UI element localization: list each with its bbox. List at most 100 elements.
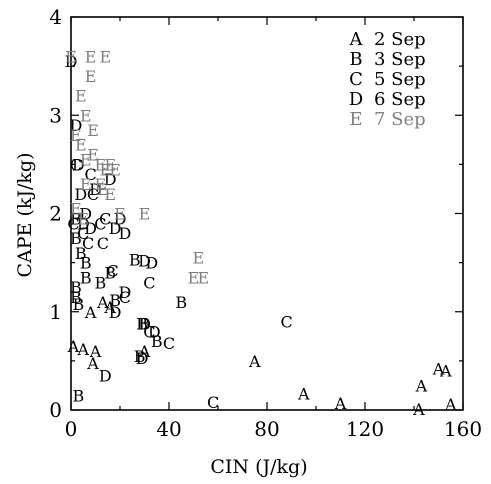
point-B: B bbox=[104, 263, 116, 282]
axis-tick-labels: 0 40 80 120 160 0 1 2 3 4 bbox=[49, 5, 482, 441]
point-B: B bbox=[134, 347, 146, 366]
point-E: E bbox=[97, 180, 109, 199]
point-D: D bbox=[79, 205, 92, 224]
point-E: E bbox=[87, 146, 99, 165]
point-A: A bbox=[84, 303, 97, 322]
point-D: D bbox=[104, 170, 117, 189]
legend-label: 2 Sep bbox=[374, 29, 426, 50]
legend: A 2 Sep B 3 Sep C 5 Sep D 6 Sep E 7 Sep bbox=[349, 29, 426, 130]
y-tick-label: 4 bbox=[49, 5, 62, 29]
point-D: D bbox=[65, 52, 78, 71]
point-E: E bbox=[99, 160, 111, 179]
point-A: A bbox=[67, 337, 80, 356]
point-E: E bbox=[75, 87, 87, 106]
point-D: D bbox=[109, 219, 122, 238]
point-D: D bbox=[114, 209, 127, 228]
point-E: E bbox=[80, 150, 92, 169]
point-B: B bbox=[129, 251, 141, 270]
legend-label: 3 Sep bbox=[374, 49, 426, 70]
point-A: A bbox=[415, 376, 428, 395]
point-B: B bbox=[72, 295, 84, 314]
point-D: D bbox=[89, 180, 102, 199]
x-tick-label: 0 bbox=[65, 417, 78, 441]
point-B: B bbox=[70, 278, 82, 297]
point-D: D bbox=[99, 367, 112, 386]
point-D: D bbox=[138, 315, 151, 334]
legend-marker: C bbox=[349, 69, 363, 90]
point-C: C bbox=[143, 322, 155, 341]
point-A: A bbox=[444, 395, 457, 414]
point-E: E bbox=[95, 155, 107, 174]
point-E: E bbox=[85, 67, 97, 86]
x-axis-title: CIN (J/kg) bbox=[210, 456, 307, 478]
point-A: A bbox=[439, 362, 452, 381]
point-C: C bbox=[70, 155, 82, 174]
y-tick-label: 2 bbox=[49, 202, 62, 226]
point-B: B bbox=[70, 288, 82, 307]
point-D: D bbox=[118, 283, 131, 302]
point-B: B bbox=[109, 291, 121, 310]
point-A: A bbox=[96, 293, 109, 312]
point-E: E bbox=[188, 268, 200, 287]
point-E: E bbox=[193, 249, 205, 268]
point-E: E bbox=[85, 47, 97, 66]
point-C: C bbox=[87, 185, 99, 204]
point-C: C bbox=[163, 334, 175, 353]
point-C: C bbox=[143, 273, 155, 292]
point-B: B bbox=[95, 273, 107, 292]
point-D: D bbox=[74, 185, 87, 204]
y-tick-label: 3 bbox=[49, 103, 62, 127]
point-C: C bbox=[77, 224, 89, 243]
point-C: C bbox=[67, 214, 79, 233]
point-D: D bbox=[118, 224, 131, 243]
point-E: E bbox=[109, 160, 121, 179]
point-E: E bbox=[77, 209, 89, 228]
legend-marker: D bbox=[349, 89, 363, 110]
point-D: D bbox=[138, 252, 151, 271]
point-D: D bbox=[84, 219, 97, 238]
point-E: E bbox=[87, 121, 99, 140]
legend-label: 6 Sep bbox=[374, 89, 426, 110]
point-C: C bbox=[97, 234, 109, 253]
point-C: C bbox=[99, 209, 111, 228]
y-axis-title: CAPE (kJ/kg) bbox=[14, 153, 36, 278]
point-B: B bbox=[139, 315, 151, 334]
point-E: E bbox=[99, 47, 111, 66]
point-E: E bbox=[197, 268, 209, 287]
point-D: D bbox=[109, 303, 122, 322]
point-E: E bbox=[80, 106, 92, 125]
point-D: D bbox=[72, 155, 85, 174]
point-C: C bbox=[94, 214, 106, 233]
point-B: B bbox=[136, 315, 148, 334]
point-D: D bbox=[148, 322, 161, 341]
point-B: B bbox=[151, 332, 163, 351]
legend-label: 5 Sep bbox=[374, 69, 426, 90]
point-E: E bbox=[75, 136, 87, 155]
point-C: C bbox=[280, 313, 292, 332]
point-A: A bbox=[432, 360, 445, 379]
legend-marker: E bbox=[349, 109, 362, 130]
point-D: D bbox=[77, 214, 90, 233]
point-A: A bbox=[334, 394, 347, 413]
point-C: C bbox=[82, 234, 94, 253]
point-B: B bbox=[80, 254, 92, 273]
point-D: D bbox=[145, 254, 158, 273]
x-tick-label: 80 bbox=[254, 417, 279, 441]
point-A: A bbox=[412, 400, 425, 419]
point-E: E bbox=[65, 47, 77, 66]
point-B: B bbox=[70, 209, 82, 228]
point-C: C bbox=[207, 393, 219, 412]
x-tick-label: 160 bbox=[444, 417, 482, 441]
legend-marker: A bbox=[349, 29, 364, 50]
point-C: C bbox=[107, 261, 119, 280]
point-E: E bbox=[139, 205, 151, 224]
y-tick-label: 0 bbox=[49, 398, 62, 422]
point-A: A bbox=[138, 342, 151, 361]
point-A: A bbox=[248, 352, 261, 371]
x-tick-label: 120 bbox=[346, 417, 384, 441]
point-C: C bbox=[119, 288, 131, 307]
x-tick-label: 40 bbox=[156, 417, 181, 441]
